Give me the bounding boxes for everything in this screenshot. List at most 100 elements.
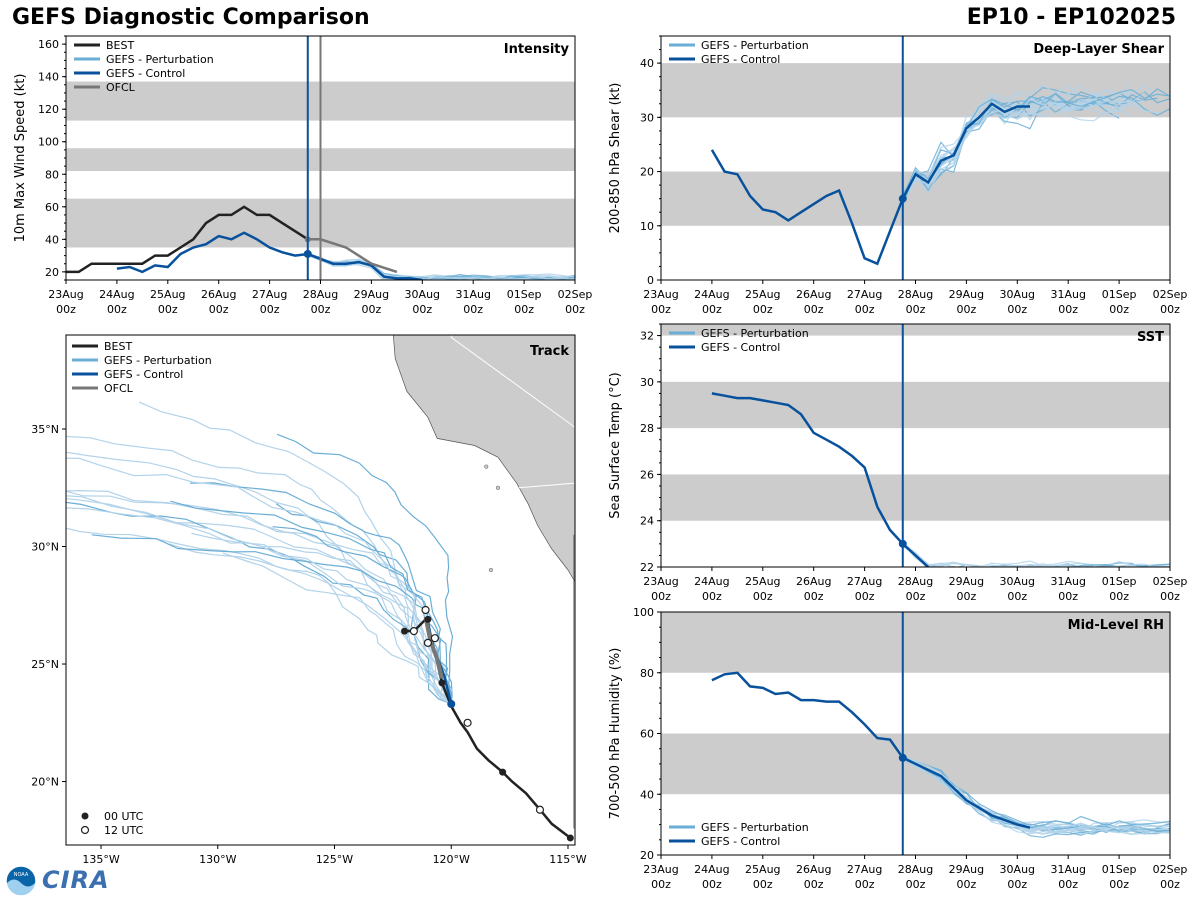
y-tick-label: 140 (38, 71, 59, 84)
legend-label: GEFS - Control (701, 53, 780, 66)
x-tick-label-hour: 00z (957, 590, 977, 603)
series-line-best (66, 205, 309, 274)
x-tick-label-date: 25Aug (745, 863, 780, 876)
best-12utc-marker (463, 718, 472, 727)
x-tick-label-hour: 00z (651, 878, 671, 891)
x-tick-label-date: 01Sep (1102, 863, 1137, 876)
perturbation-member-line (307, 253, 575, 280)
x-tick-label-hour: 00z (107, 303, 127, 316)
panel-title: Intensity (504, 42, 570, 57)
legend-label: BEST (106, 39, 134, 52)
grey-band (661, 381, 1170, 429)
x-tick-label-hour: 00z (906, 590, 926, 603)
series-line-gefs-control (116, 231, 423, 280)
best-00utc-marker (401, 627, 409, 635)
best-12utc-marker (430, 634, 440, 643)
axes-frame (660, 323, 1171, 568)
x-tick-label-date: 27Aug (847, 863, 882, 876)
perturbation-member-line (902, 542, 1108, 567)
x-tick-label-hour: 00z (651, 303, 671, 316)
y-tick-label: 100 (633, 606, 654, 619)
x-tick-label-hour: 00z (1007, 590, 1027, 603)
x-tick-label-date: 26Aug (796, 863, 831, 876)
y-tick-label: 20°N (31, 776, 59, 789)
noaa-logo-icon: NOAA (5, 865, 37, 897)
x-tick-label-date: 30Aug (1000, 575, 1035, 588)
x-tick-label-date: 01Sep (507, 288, 542, 301)
x-tick-label-hour: 00z (1058, 303, 1078, 316)
x-tick-label: 120°W (433, 853, 470, 866)
legend-00utc-marker (81, 812, 89, 820)
x-tick-label-date: 26Aug (796, 288, 831, 301)
x-tick-label-date: 31Aug (1050, 288, 1085, 301)
panel-rh: 20 40 60 80 100 23Aug 00z 24Aug 00z 25Aug 00z 26Aug… (608, 606, 1187, 891)
island (488, 567, 493, 573)
state-boundary (450, 335, 575, 428)
x-tick-label-hour: 00z (804, 590, 824, 603)
x-tick-label-date: 28Aug (898, 288, 933, 301)
perturbation-member-line (902, 545, 1097, 567)
plot-area-shear (661, 63, 1170, 266)
x-tick-label-hour: 00z (1058, 878, 1078, 891)
plot-area-rh (661, 612, 1170, 838)
x-tick-label-date: 27Aug (847, 575, 882, 588)
x-tick-label-hour: 00z (1058, 590, 1078, 603)
x-tick-label-date: 30Aug (1000, 863, 1035, 876)
perturbation-track (91, 534, 453, 705)
perturbation-member-line (902, 91, 1145, 198)
x-tick-label-hour: 00z (957, 303, 977, 316)
x-tick-label-hour: 00z (753, 303, 773, 316)
x-tick-label-hour: 00z (1109, 303, 1129, 316)
x-tick-label-date: 01Sep (1102, 288, 1137, 301)
legend-label: GEFS - Control (104, 368, 183, 381)
perturbation-member-line (902, 89, 1132, 206)
x-tick-label-date: 29Aug (354, 288, 389, 301)
y-tick-label: 40 (640, 788, 654, 801)
x-tick-label-hour: 00z (1160, 878, 1180, 891)
y-tick-label: 20 (640, 166, 654, 179)
x-tick-label-hour: 00z (209, 303, 229, 316)
y-axis-label: 10m Max Wind Speed (kt) (13, 74, 28, 243)
y-tick-label: 28 (640, 422, 654, 435)
x-tick-label-date: 01Sep (1102, 575, 1137, 588)
perturbation-track (66, 489, 452, 705)
x-tick-label-date: 23Aug (643, 575, 678, 588)
perturbation-member-line (902, 755, 1170, 829)
best-00utc-marker (566, 834, 574, 842)
y-tick-label: 120 (38, 103, 59, 116)
x-tick-label-date: 31Aug (455, 288, 490, 301)
y-tick-label: 40 (45, 233, 59, 246)
x-tick-label-date: 23Aug (643, 288, 678, 301)
best-00utc-marker (424, 615, 432, 623)
legend-label: BEST (104, 340, 132, 353)
x-tick-label-hour: 00z (651, 590, 671, 603)
x-tick-label-date: 27Aug (847, 288, 882, 301)
legend-label: GEFS - Control (701, 835, 780, 848)
x-tick-label-hour: 00z (158, 303, 178, 316)
x-tick-label-date: 24Aug (99, 288, 134, 301)
cira-logo: NOAA CIRA (4, 864, 124, 898)
x-tick-label: 115°W (549, 853, 586, 866)
storm-id: EP10 - EP102025 (966, 5, 1176, 30)
y-axis-label: 700-500 hPa Humidity (%) (608, 648, 623, 820)
axes-frame (65, 334, 576, 846)
perturbation-member-line (902, 98, 1158, 203)
plot-area-track (66, 335, 575, 842)
x-tick-label-hour: 00z (702, 878, 722, 891)
page-title: GEFS Diagnostic Comparison (12, 5, 370, 30)
legend-label: GEFS - Perturbation (701, 821, 809, 834)
x-tick-label-date: 02Sep (558, 288, 593, 301)
x-tick-label-hour: 00z (1007, 878, 1027, 891)
panel-shear: 0 10 20 30 40 23Aug 00z 24Aug 00z 25Aug 00z 26Aug 00… (608, 35, 1187, 316)
x-tick-label-hour: 00z (514, 303, 534, 316)
x-tick-label-date: 29Aug (949, 288, 984, 301)
best-00utc-marker (438, 679, 446, 687)
panel-title: Mid-Level RH (1068, 618, 1164, 633)
y-tick-label: 160 (38, 38, 59, 51)
x-tick-label-date: 25Aug (745, 288, 780, 301)
legend-label: OFCL (106, 81, 136, 94)
x-tick-label-hour: 00z (463, 303, 483, 316)
x-tick-label-date: 26Aug (796, 575, 831, 588)
x-tick-label-hour: 00z (702, 303, 722, 316)
panel-track: 135°W 130°W 125°W 120°W 115°W 20°N 25°N 30°N 35°… (31, 334, 587, 866)
